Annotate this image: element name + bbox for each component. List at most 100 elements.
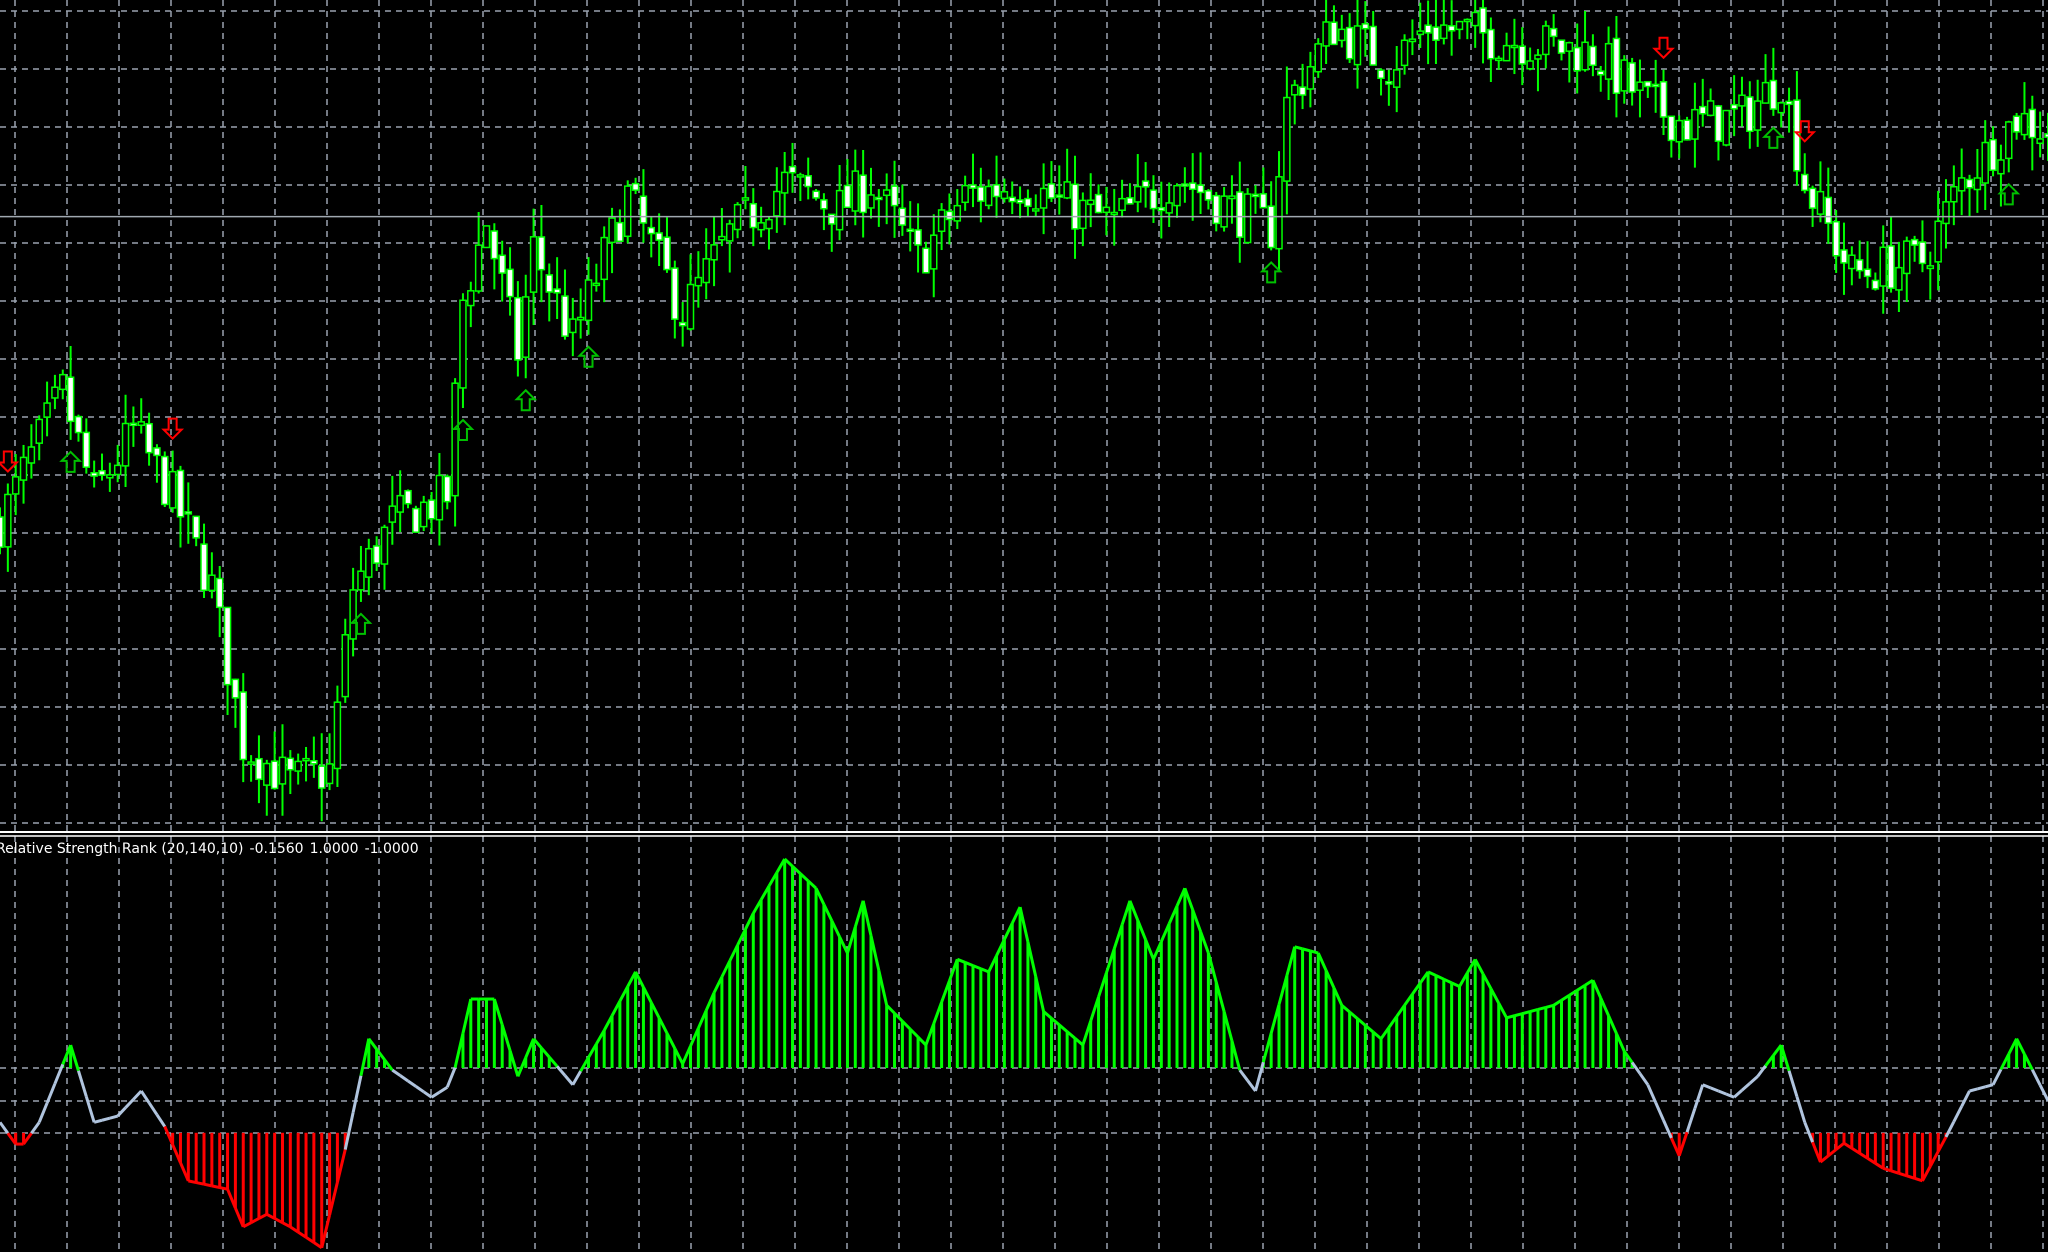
indicator-line-segment xyxy=(1537,1005,1547,1011)
indicator-line-segment xyxy=(226,1188,237,1209)
candle-body xyxy=(1644,80,1652,88)
indicator-line-segment xyxy=(744,912,755,930)
candle-body xyxy=(1400,39,1409,67)
arrow-down-icon xyxy=(1652,36,1675,60)
candle-body xyxy=(333,701,342,770)
indicator-line-segment xyxy=(1443,977,1453,985)
indicator-line-segment xyxy=(587,1043,598,1059)
candle-body xyxy=(1934,220,1942,263)
candle-body xyxy=(1290,84,1299,96)
candle-body xyxy=(184,511,193,515)
candle-body xyxy=(1055,194,1064,198)
indicator-line-segment xyxy=(37,1102,49,1123)
candle-body xyxy=(1212,194,1220,225)
candle-body xyxy=(1345,26,1354,60)
indicator-line-segment xyxy=(642,986,653,1004)
candle-body xyxy=(1840,249,1848,264)
candle-body xyxy=(780,171,789,194)
indicator-line-segment xyxy=(1921,1165,1932,1182)
candle-body xyxy=(804,175,812,188)
arrow-up-icon xyxy=(59,450,83,473)
candle-body xyxy=(270,760,279,790)
indicator-line-segment xyxy=(1081,1020,1093,1046)
candle-body xyxy=(553,288,561,294)
indicator-line-segment xyxy=(1725,1092,1735,1099)
indicator-line-segment xyxy=(1387,1015,1398,1029)
indicator-line-segment xyxy=(1898,1171,1908,1178)
candle-body xyxy=(1424,24,1432,34)
indicator-line-segment xyxy=(1340,1004,1351,1014)
indicator-line-segment xyxy=(328,1181,339,1216)
candle-body xyxy=(1918,241,1927,265)
candle-body xyxy=(278,756,287,785)
indicator-line-segment xyxy=(1638,1072,1650,1086)
indicator-line-segment xyxy=(1521,1010,1531,1016)
indicator-line-segment xyxy=(720,960,732,978)
candle-body xyxy=(1149,189,1158,210)
candle-body xyxy=(1714,105,1723,142)
candle-body xyxy=(467,290,475,307)
candle-body xyxy=(545,274,554,293)
candle-body xyxy=(930,234,938,270)
candle-body xyxy=(882,189,891,197)
candle-body xyxy=(1659,81,1668,118)
candle-body xyxy=(2020,112,2029,136)
indicator-line-segment xyxy=(1584,978,1594,987)
indicator-line-segment xyxy=(980,967,990,974)
candle-body xyxy=(341,634,350,698)
indicator-line-segment xyxy=(1136,919,1148,941)
candle-body xyxy=(1196,184,1205,194)
indicator-line-segment xyxy=(1733,1089,1743,1099)
indicator-line-segment xyxy=(250,1217,260,1224)
candle-body xyxy=(1141,180,1150,188)
indicator-line-segment xyxy=(116,1106,127,1118)
candle-body xyxy=(1848,254,1856,270)
indicator-line-segment xyxy=(422,1090,433,1099)
indicator-line-segment xyxy=(1159,923,1171,943)
indicator-line-segment xyxy=(461,998,473,1034)
indicator-line-segment xyxy=(1882,1166,1892,1173)
candle-body xyxy=(977,186,985,202)
candle-body xyxy=(710,244,718,261)
indicator-line-segment xyxy=(1835,1142,1845,1151)
candle-body xyxy=(1926,265,1935,270)
arrow-up-icon xyxy=(577,345,600,368)
indicator-line-segment xyxy=(1710,1086,1719,1093)
indicator-line-segment xyxy=(987,955,998,973)
indicator-line-segment xyxy=(595,1029,606,1045)
candle-body xyxy=(137,421,145,426)
candle-body xyxy=(239,691,247,761)
candle-body xyxy=(1957,177,1966,192)
candle-body xyxy=(506,268,514,298)
indicator-line-segment xyxy=(101,1116,111,1122)
candle-body xyxy=(1408,38,1417,43)
candle-body xyxy=(11,476,20,495)
indicator-line-segment xyxy=(171,1144,182,1164)
candle-body xyxy=(215,577,224,609)
indicator-line-segment xyxy=(1294,945,1303,951)
candle-body xyxy=(1730,103,1738,110)
indicator-line-segment xyxy=(1302,947,1311,953)
candle-body xyxy=(121,422,130,467)
indicator-line-segment xyxy=(634,971,645,988)
indicator-line-segment xyxy=(799,872,810,883)
candle-body xyxy=(796,174,805,178)
indicator-line-segment xyxy=(1003,922,1014,941)
indicator-line-segment xyxy=(1740,1082,1751,1092)
candle-body xyxy=(294,760,302,772)
indicator-line-segment xyxy=(767,871,779,887)
candle-body xyxy=(1510,44,1519,49)
indicator-line-segment xyxy=(1936,1136,1948,1153)
candle-body xyxy=(1942,201,1950,225)
indicator-line-segment xyxy=(885,1004,896,1015)
indicator-line-segment xyxy=(1395,1004,1406,1018)
indicator-line-segment xyxy=(1764,1054,1775,1067)
indicator-line-segment xyxy=(1128,900,1140,921)
candle-body xyxy=(2005,121,2013,160)
candle-body xyxy=(35,418,43,444)
panel-separator[interactable] xyxy=(0,831,2048,837)
candle-body xyxy=(1628,62,1636,93)
candle-body xyxy=(1251,193,1260,198)
indicator-line-segment xyxy=(1451,981,1461,988)
